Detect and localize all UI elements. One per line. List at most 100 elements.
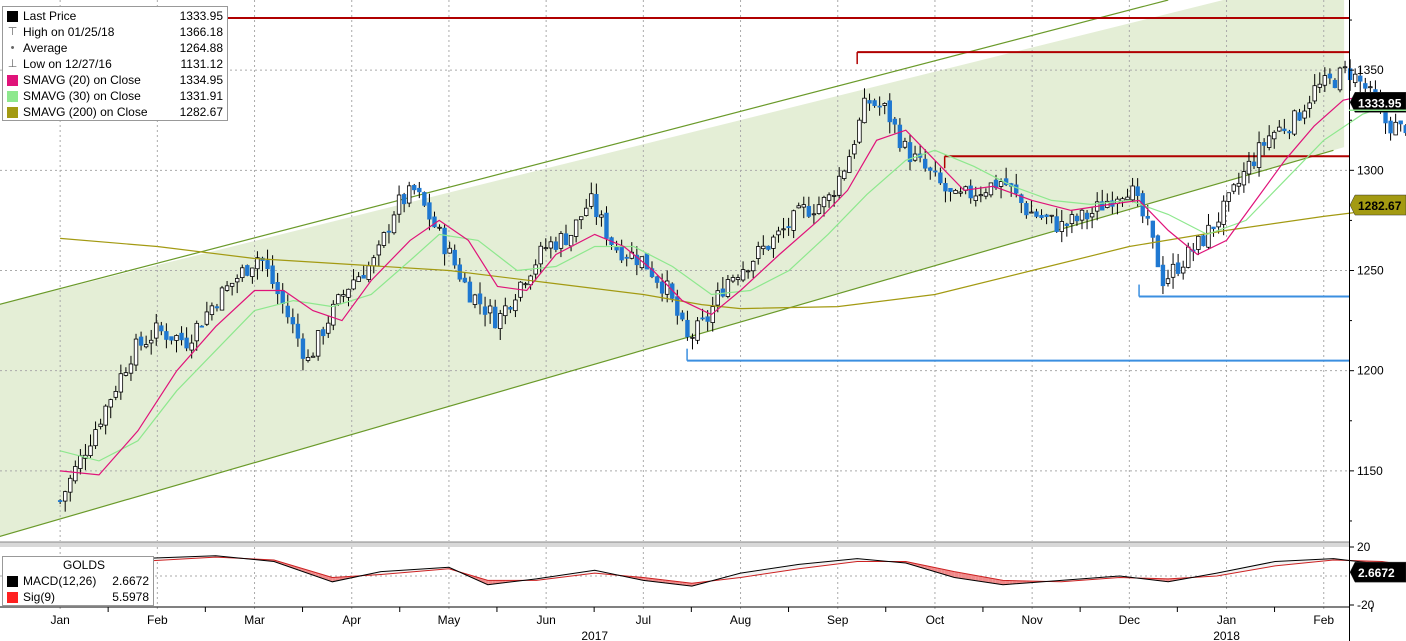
candle-body [862,97,867,124]
candle-body [1014,184,1019,194]
macd-fill-segment [954,571,959,579]
macd-fill-segment [788,565,792,571]
candle-body [154,322,159,339]
x-tick-label: Feb [147,613,168,627]
legend-value: 1331.91 [179,89,223,103]
candle-body [1206,224,1211,248]
macd-fill-segment [818,562,823,567]
candle-body [1155,235,1161,268]
candle-body [594,194,599,218]
candle-body [680,312,685,320]
candle-body [675,296,680,316]
candle-body [406,185,412,204]
average-marker-icon: • [10,41,15,54]
candle-body [224,285,230,291]
candle-body [1398,120,1403,125]
price-tag-label: 1333.95 [1358,96,1402,110]
macd-fill-segment [839,560,843,564]
macd-fill-segment [1291,560,1296,565]
legend-swatch [7,74,18,86]
macd-fill-segment [1284,560,1289,565]
candle-body [1145,215,1150,219]
candle-body [240,267,245,279]
x-tick-label: Jun [536,613,555,627]
candle-body [1226,192,1231,202]
candle-body [548,241,554,249]
candle-body [791,210,796,231]
x-tick-label: Nov [1021,613,1042,627]
candle-body [842,170,847,179]
candle-body [584,207,589,216]
candle-body [826,194,832,201]
candle-body [801,204,806,208]
candle-body [310,355,316,358]
macd-fill-segment [1237,568,1241,573]
candle-body [356,276,361,282]
candle-body [123,372,129,376]
macd-fill-segment [971,574,976,581]
candle-body [492,306,498,329]
macd-fill-segment [1002,580,1006,585]
candle-body [816,204,822,215]
candle-body [290,317,296,325]
candle-body [953,189,958,194]
macd-value-tag: 2.6672 [1349,561,1406,583]
candle-body [138,336,144,346]
candle-body [695,320,700,341]
candle-body [1277,126,1282,132]
macd-fill-segment [1019,580,1023,584]
macd-fill-segment [961,572,966,580]
macd-fill-segment [379,571,384,575]
candle-body [745,270,751,273]
macd-fill-segment [999,579,1003,585]
candle-body [1175,262,1181,274]
candle-body [229,282,235,287]
legend-label: Sig(9) [23,590,56,604]
candle-body [568,234,574,247]
macd-fill-segment [1244,567,1248,572]
macd-fill-segment [771,568,775,573]
candle-body [305,357,311,361]
macd-fill-segment [1012,580,1017,584]
macd-fill-segment [781,566,785,572]
candle-body [599,214,604,218]
candle-body [1327,73,1333,79]
candle-body [295,323,301,339]
candle-body [563,233,569,245]
macd-fill-segment [767,568,772,574]
candle-body [93,429,98,447]
candle-body [351,279,356,290]
signal-line [60,556,1406,584]
legend-value: 1282.67 [179,105,223,119]
candle-body [943,183,948,192]
macd-fill-segment [747,571,751,577]
candle-body [958,191,963,194]
candle-body [1363,83,1368,89]
candle-body [614,246,619,251]
macd-fill-segment [1257,564,1262,569]
legend-value: 1333.95 [179,9,223,23]
candle-body [1307,102,1312,109]
macd-fill-segment [1261,563,1265,569]
candle-body [376,244,382,256]
candle-body [1165,278,1171,284]
candle-body [1221,200,1226,225]
macd-fill-segment [815,562,819,567]
legend-value: 1334.95 [179,73,223,87]
candle-body [477,293,483,305]
candle-body [265,260,270,270]
macd-fill-segment [805,563,809,568]
legend-swatch [7,591,18,603]
candle-body [148,339,154,344]
candle-body [204,311,210,325]
candle-body [973,195,978,201]
candle-body [1317,83,1322,88]
candle-body [654,276,660,283]
candle-body [978,194,984,197]
candle-body [341,294,346,297]
candle-body [412,185,417,191]
macd-fill-segment [1009,580,1013,585]
candle-body [1029,211,1034,214]
macd-fill-segment [492,580,496,585]
candle-body [1044,214,1049,218]
